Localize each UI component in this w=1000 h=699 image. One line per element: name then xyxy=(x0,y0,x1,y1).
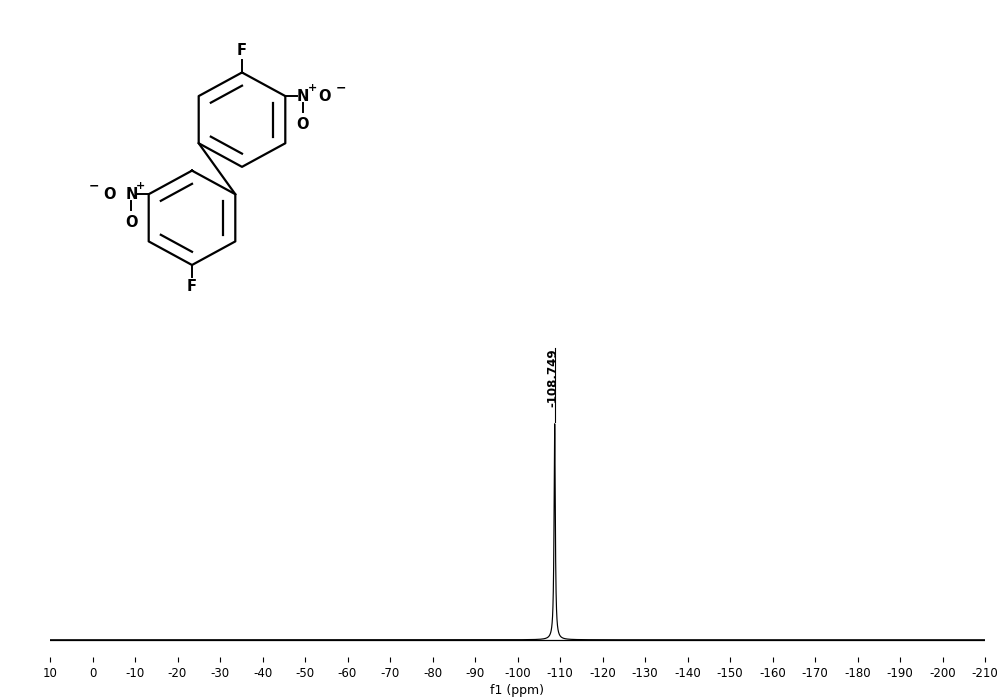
Text: O: O xyxy=(103,187,116,202)
Text: F: F xyxy=(187,280,197,294)
Text: N: N xyxy=(125,187,138,202)
Text: −: − xyxy=(335,81,346,94)
Text: F: F xyxy=(237,43,247,58)
Text: O: O xyxy=(296,117,309,132)
Text: +: + xyxy=(308,82,317,93)
Text: N: N xyxy=(296,89,309,103)
Text: O: O xyxy=(125,215,138,230)
Text: −: − xyxy=(88,180,99,192)
Text: +: + xyxy=(136,181,145,191)
Text: O: O xyxy=(318,89,331,103)
Text: -108.749: -108.749 xyxy=(546,348,559,407)
X-axis label: f1 (ppm): f1 (ppm) xyxy=(490,684,544,697)
